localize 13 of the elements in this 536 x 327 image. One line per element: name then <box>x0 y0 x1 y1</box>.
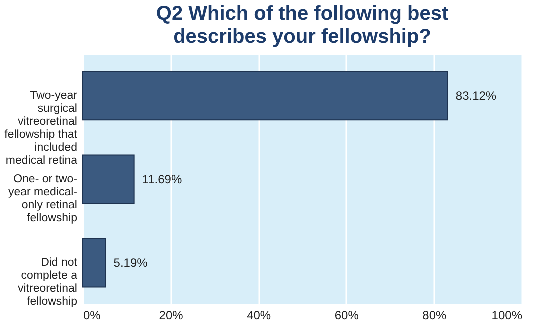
x-tick-label: 60% <box>334 308 360 322</box>
x-tick-label: 80% <box>422 308 448 322</box>
x-tick-label: 40% <box>247 308 272 322</box>
x-tick-label: 20% <box>159 308 184 322</box>
data-label: 83.12% <box>456 88 497 103</box>
data-label: 5.19% <box>114 256 148 270</box>
y-tick-label: Did not complete a vitreoretinal fellowship <box>18 257 78 308</box>
y-tick-label: One- or two-year medical-only retinal fellowship <box>8 174 78 224</box>
data-label: 11.69% <box>142 172 182 186</box>
x-tick-label: 0% <box>84 308 102 322</box>
y-tick-label: Two-year surgical vitreoretinal fellowship that included medical retina <box>4 90 78 167</box>
chart-title: Q2 Which of the following best describes your fellowship? <box>156 3 449 48</box>
x-tick-label: 100% <box>492 308 523 322</box>
